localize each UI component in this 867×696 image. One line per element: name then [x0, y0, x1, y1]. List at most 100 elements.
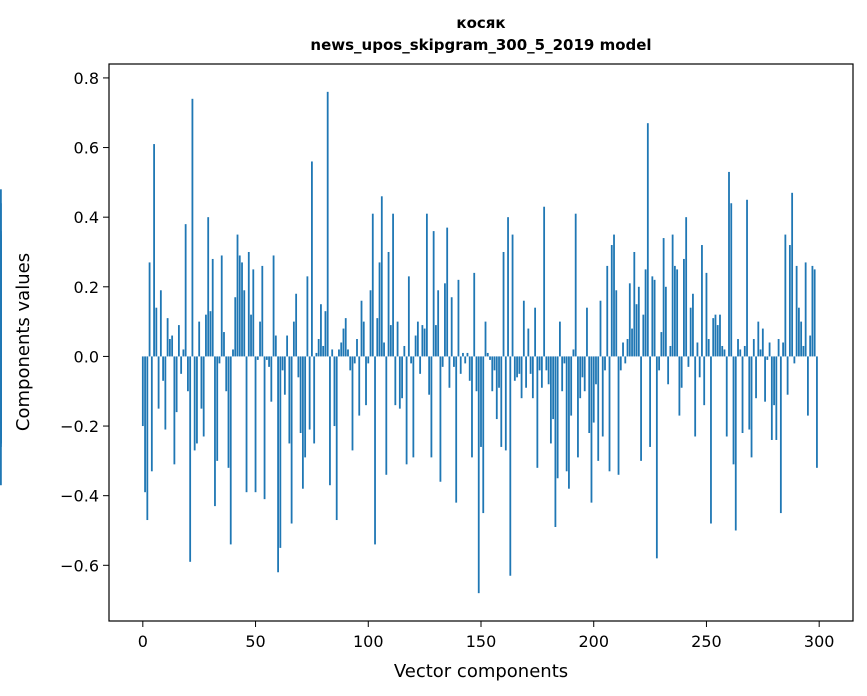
bar-141: [459, 356, 462, 374]
bar-223: [644, 269, 647, 357]
bar-137: [450, 297, 453, 357]
bar-195: [581, 356, 584, 378]
bar-171: [527, 328, 530, 357]
bar-83: [329, 356, 331, 486]
bar-242: [687, 356, 690, 367]
bar-155: [491, 356, 494, 392]
bar-251: [707, 339, 710, 357]
y-tick-label: 0.0: [74, 347, 99, 366]
bar-138: [453, 356, 455, 367]
bar-172: [529, 356, 532, 374]
bar-48: [250, 314, 252, 357]
bar-299: [816, 356, 818, 468]
bar-235: [671, 234, 674, 357]
bar-295: [807, 356, 809, 416]
bar-157: [495, 356, 498, 420]
bar-94: [353, 356, 356, 364]
bar-101: [369, 290, 372, 357]
bar-150: [480, 356, 482, 447]
bar-290: [795, 265, 798, 357]
bar-6: [155, 307, 158, 357]
bar-146: [471, 356, 473, 458]
bar-239: [680, 356, 683, 388]
bar-26: [200, 356, 203, 409]
bar-177: [540, 356, 543, 388]
bar-166: [516, 356, 518, 378]
bar-148: [475, 356, 478, 392]
bar-0: [141, 356, 144, 427]
bar-44: [241, 262, 243, 357]
bar-60: [277, 356, 279, 573]
bar-57: [270, 356, 273, 402]
bar-64: [286, 335, 289, 357]
bar-164: [511, 234, 514, 357]
bar-261: [730, 203, 733, 357]
bar-88: [340, 342, 343, 357]
bar-71: [301, 356, 304, 489]
bar-289: [793, 356, 796, 364]
bar-114: [398, 356, 401, 409]
bar-134: [444, 283, 446, 357]
bar-20: [187, 356, 189, 392]
bar-67: [292, 321, 295, 357]
bar-218: [633, 251, 636, 357]
chart-subtitle: news_upos_skipgram_300_5_2019 model: [310, 36, 651, 54]
bar-109: [387, 251, 390, 357]
bar-189: [568, 356, 570, 489]
bar-203: [599, 300, 602, 357]
bar-198: [588, 356, 591, 434]
bar-92: [349, 356, 352, 371]
bar-97: [360, 300, 363, 357]
bar-15: [175, 356, 178, 413]
bar-59: [274, 335, 277, 357]
bar-undefined: [0, 189, 2, 357]
bar-65: [288, 356, 291, 444]
bar-168: [520, 356, 523, 399]
bar-216: [628, 283, 631, 357]
bar-66: [290, 356, 293, 524]
bar-233: [667, 356, 670, 385]
bar-54: [263, 356, 266, 500]
bar-209: [613, 234, 615, 357]
bar-243: [689, 307, 692, 357]
bar-40: [232, 349, 234, 357]
bar-269: [748, 356, 751, 430]
bar-279: [770, 356, 773, 440]
bar-82: [326, 91, 329, 357]
bar-244: [692, 293, 694, 357]
bar-8: [159, 290, 162, 357]
bar-156: [493, 356, 496, 371]
bar-18: [182, 349, 185, 357]
bar-96: [358, 356, 361, 416]
bar-191: [572, 349, 575, 357]
bar-104: [376, 318, 379, 357]
bar-161: [504, 356, 507, 451]
bar-30: [209, 311, 212, 357]
bar-230: [660, 332, 663, 357]
bar-122: [416, 321, 419, 357]
bar-272: [755, 356, 757, 399]
bar-86: [335, 356, 338, 521]
bar-113: [396, 321, 399, 357]
bar-158: [498, 356, 500, 388]
bar-37: [225, 356, 228, 392]
bar-103: [374, 356, 376, 545]
bar-1: [144, 356, 146, 493]
bar-152: [484, 321, 487, 357]
bar-28: [205, 314, 207, 357]
bar-91: [347, 349, 349, 357]
bar-7: [157, 356, 160, 409]
bar-277: [766, 356, 769, 360]
bar-42: [236, 234, 239, 357]
bar-247: [698, 356, 701, 378]
bar-282: [777, 339, 780, 357]
y-tick-label: −0.6: [60, 556, 99, 575]
bar-39: [229, 356, 232, 545]
bar-254: [714, 314, 717, 357]
bar-125: [423, 328, 426, 357]
bar-132: [439, 356, 442, 482]
bar-51: [256, 356, 259, 360]
bar-262: [732, 356, 735, 465]
bar-227: [653, 279, 656, 357]
bar-89: [342, 328, 345, 357]
